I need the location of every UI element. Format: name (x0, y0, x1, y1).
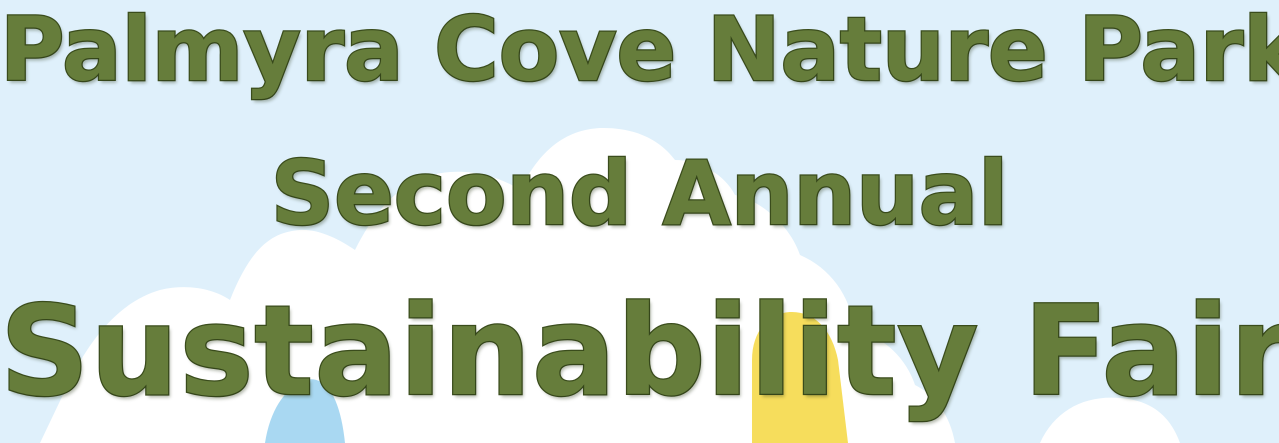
cloud-right (1040, 397, 1180, 443)
blue-shape (265, 379, 345, 443)
banner-title-line-1: Palmyra Cove Nature Park (0, 0, 1279, 101)
banner-title-line-3: Sustainability Fair (0, 280, 1279, 424)
cloud-mountains (40, 127, 955, 443)
yellow-shape (752, 312, 848, 443)
banner-title-line-2: Second Annual (269, 142, 1009, 245)
